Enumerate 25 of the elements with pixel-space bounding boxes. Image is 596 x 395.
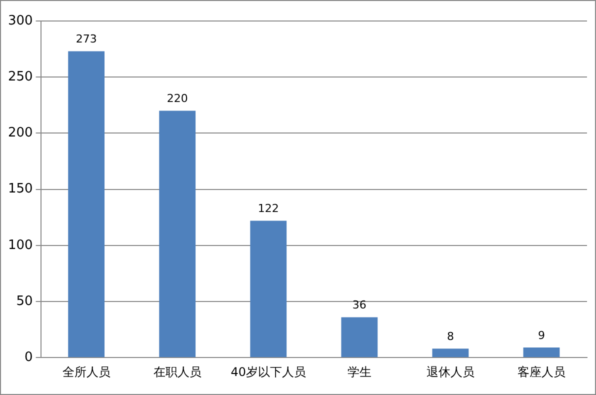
- bar: [341, 317, 378, 358]
- data-label: 9: [538, 328, 545, 342]
- y-tick-label: 200: [8, 126, 33, 141]
- bar: [523, 348, 560, 358]
- y-tick-label: 150: [8, 182, 33, 197]
- x-tick-label: 全所人员: [62, 364, 110, 379]
- data-label: 36: [352, 298, 366, 312]
- x-tick-label: 退休人员: [426, 364, 474, 379]
- bar: [68, 51, 105, 358]
- data-label: 273: [76, 32, 97, 46]
- x-tick-label: 学生: [347, 364, 372, 379]
- bar: [432, 348, 469, 358]
- x-tick-label: 40岁以下人员: [230, 364, 306, 379]
- data-label: 8: [446, 330, 454, 343]
- bar: [250, 220, 287, 358]
- x-tick-label: 客座人员: [517, 364, 566, 379]
- y-tick-label: 250: [8, 69, 33, 84]
- data-label: 122: [258, 202, 279, 216]
- bar: [159, 110, 196, 358]
- y-tick-label: 300: [8, 13, 33, 28]
- y-tick-label: 100: [8, 238, 33, 253]
- y-tick-label: 50: [16, 294, 33, 309]
- y-tick-label: 0: [24, 350, 33, 365]
- data-label: 220: [166, 92, 188, 106]
- x-tick-label: 在职人员: [153, 364, 202, 379]
